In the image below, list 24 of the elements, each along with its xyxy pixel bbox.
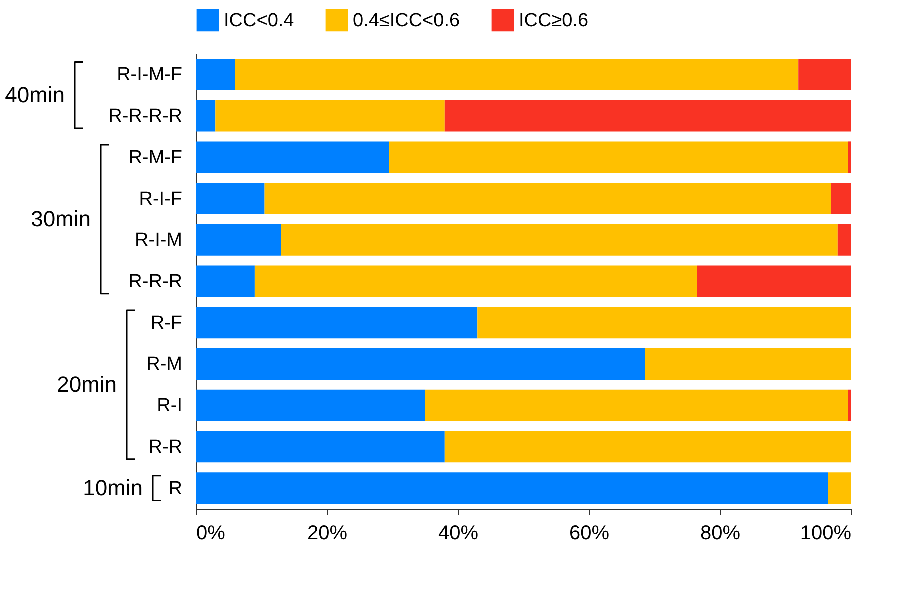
x-tick-label: 40% [438,522,479,544]
x-tick-label: 60% [569,522,610,544]
y-tick-label: R [168,478,182,500]
legend-label: 0.4≤ICC<0.6 [353,10,460,32]
text: 30min [31,206,91,232]
text: 40min [5,82,65,108]
text: 20min [57,372,117,397]
y-tick-label: R-M [146,354,182,376]
x-tick-label: 0% [196,522,226,544]
y-tick-label: R-M-F [128,147,182,168]
y-tick-label: R-R [148,436,182,458]
x-tick-label: 80% [700,522,741,544]
y-tick-label: R-I [157,396,182,417]
legend-label: ICC≥0.6 [519,10,589,32]
y-tick-label: R-F [150,312,182,334]
y-tick-label: R-I-M-F [117,64,182,86]
x-tick-label: 100% [800,522,852,544]
y-tick-label: R-R-R [128,272,182,292]
text: 10min [83,475,143,500]
y-tick-label: R-R-R-R [108,106,182,128]
y-tick-label: R-I-M [135,230,182,252]
y-tick-label: R-I-F [139,188,182,210]
legend-label: ICC<0.4 [224,10,295,32]
x-tick-label: 20% [307,522,348,544]
